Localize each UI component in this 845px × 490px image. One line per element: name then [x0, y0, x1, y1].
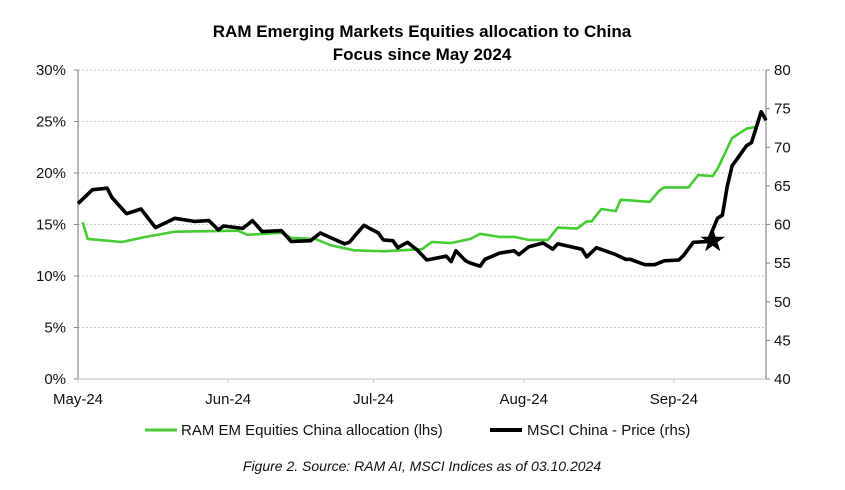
y-right-tick-label: 50	[774, 294, 791, 311]
y-right-tick-label: 45	[774, 332, 791, 349]
legend-label-allocation: RAM EM Equities China allocation (lhs)	[181, 422, 443, 439]
axes: 0% 5% 10% 15% 20% 25% 30% 40 45 50 55 60 65 70 75 80 May…	[36, 62, 791, 408]
y-right-tick-label: 80	[774, 62, 791, 79]
x-tick-label: May-24	[53, 391, 103, 408]
x-tick-label: Aug-24	[500, 391, 548, 408]
series-group	[76, 109, 768, 268]
y-right-tick-label: 75	[774, 101, 791, 118]
y-left-tick-label: 10%	[36, 268, 66, 285]
star-marker	[700, 227, 726, 252]
y-right-tick-label: 65	[774, 178, 791, 195]
series-line-allocation	[81, 112, 768, 253]
y-right-tick-label: 60	[774, 217, 791, 234]
x-tick-label: Jun-24	[205, 391, 251, 408]
y-right-tick-label: 55	[774, 255, 791, 272]
chart-title-line-1: RAM Emerging Markets Equities allocation…	[213, 22, 632, 41]
y-left-tick-label: 5%	[44, 320, 66, 337]
series-line-msci-china	[76, 109, 768, 268]
x-tick-label: Jul-24	[353, 391, 394, 408]
y-left-tick-label: 20%	[36, 165, 66, 182]
y-right-tick-label: 70	[774, 139, 791, 156]
figure-caption: Figure 2. Source: RAM AI, MSCI Indices a…	[243, 458, 601, 474]
legend-label-msci: MSCI China - Price (rhs)	[527, 422, 690, 439]
legend: RAM EM Equities China allocation (lhs) M…	[145, 422, 690, 439]
gridlines	[78, 69, 766, 328]
x-tick-label: Sep-24	[650, 391, 698, 408]
chart-title-line-2: Focus since May 2024	[333, 45, 512, 64]
y-left-tick-label: 25%	[36, 114, 66, 131]
y-left-tick-label: 0%	[44, 371, 66, 388]
y-right-tick-label: 40	[774, 371, 791, 388]
y-left-tick-label: 30%	[36, 62, 66, 79]
y-left-tick-label: 15%	[36, 217, 66, 234]
